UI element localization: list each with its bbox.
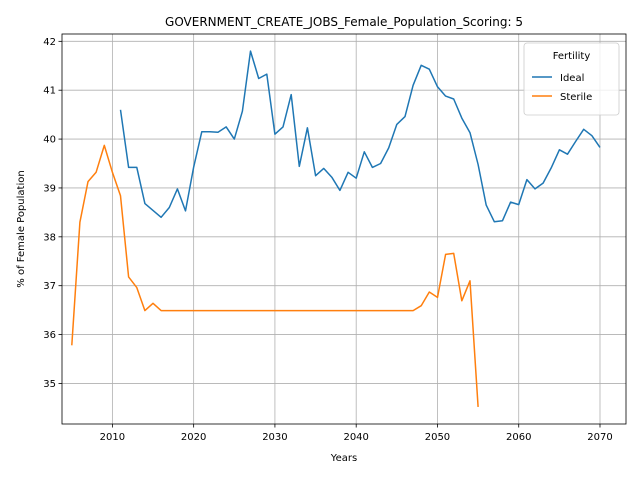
- x-tick-label: 2020: [181, 432, 206, 443]
- y-tick-label: 35: [43, 379, 56, 390]
- y-axis-title: % of Female Population: [16, 170, 27, 287]
- x-axis-title: Years: [330, 453, 357, 464]
- legend-title: Fertility: [553, 51, 591, 62]
- y-tick-label: 42: [43, 37, 56, 48]
- legend-label-ideal: Ideal: [560, 73, 584, 84]
- legend-box: [523, 42, 620, 116]
- y-tick-label: 40: [43, 135, 56, 146]
- legend-label-sterile: Sterile: [560, 92, 592, 103]
- x-tick-label: 2050: [425, 432, 450, 443]
- series-line-ideal: [119, 50, 601, 223]
- x-tick-label: 2030: [262, 432, 287, 443]
- y-tick-label: 37: [43, 281, 56, 292]
- legend: Fertility Ideal Sterile: [523, 42, 620, 116]
- y-axis-ticks: 35 36 37 38 39 40 41 42: [43, 37, 62, 390]
- y-tick-label: 41: [43, 86, 56, 97]
- y-tick-label: 38: [43, 232, 56, 243]
- x-tick-label: 2040: [343, 432, 368, 443]
- x-axis-ticks: 2010 2020 2030 2040 2050 2060 2070: [100, 424, 613, 443]
- series-lines: [71, 50, 601, 407]
- chart-title: GOVERNMENT_CREATE_JOBS_Female_Population…: [165, 15, 523, 29]
- plot-area-frame: [61, 33, 627, 425]
- x-tick-label: 2060: [506, 432, 531, 443]
- x-tick-label: 2070: [587, 432, 612, 443]
- y-tick-label: 39: [43, 183, 56, 194]
- x-tick-label: 2010: [100, 432, 125, 443]
- series-line-sterile: [71, 144, 479, 407]
- y-tick-label: 36: [43, 330, 56, 341]
